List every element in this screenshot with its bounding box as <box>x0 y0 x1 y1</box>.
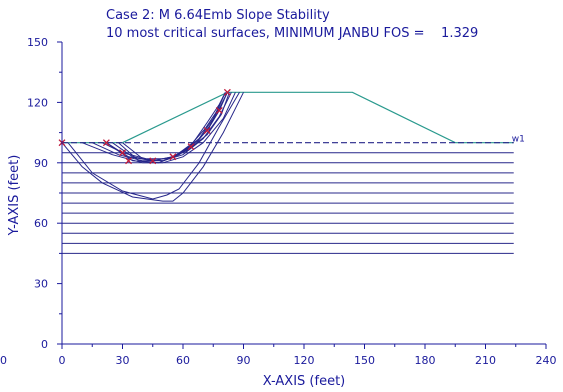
surface-marker <box>187 143 195 151</box>
y-tick-label: 60 <box>34 217 48 230</box>
failure-surface-7 <box>112 92 226 162</box>
x-tick-label: 0 <box>59 354 66 367</box>
soil-layers <box>62 152 514 254</box>
y-tick-label: 30 <box>34 278 48 291</box>
failure-surface-9 <box>106 96 224 164</box>
y-tick-label: 0 <box>41 338 48 351</box>
x-tick-label: 180 <box>415 354 436 367</box>
x-tick-label: 30 <box>116 354 130 367</box>
failure-surface-4 <box>92 92 232 162</box>
surface-marker <box>215 106 223 114</box>
chart-title: Case 2: M 6.64Emb Slope Stability <box>106 8 330 23</box>
surface-marker <box>169 153 177 161</box>
y-axis-label: Y-AXIS (feet) <box>7 155 22 237</box>
surface-marker <box>149 157 157 165</box>
chart-subtitle: 10 most critical surfaces, MINIMUM JANBU… <box>106 26 478 41</box>
failure-surface-1 <box>61 92 244 202</box>
surface-marker <box>203 127 211 135</box>
x-axis-label: X-AXIS (feet) <box>263 374 346 389</box>
water-table-label: w1 <box>512 135 525 145</box>
failure-surface-3 <box>82 92 236 164</box>
surface-markers <box>58 88 231 165</box>
failure-surfaces <box>61 92 244 202</box>
failure-surface-10 <box>118 92 226 164</box>
embankment-profile-line <box>62 91 514 144</box>
x-tick-label: 150 <box>354 354 375 367</box>
axes: 0 30 60 90 120 150 180 210 240 0 30 60 90 120 150 <box>27 36 557 367</box>
surface-marker <box>119 149 126 157</box>
surface-marker <box>125 157 133 165</box>
x-tick-label: 210 <box>475 354 496 367</box>
y-tick-label: 120 <box>27 96 48 109</box>
x-tick-label: 90 <box>237 354 251 367</box>
y-tick-label: 90 <box>34 157 48 170</box>
failure-surface-2 <box>67 92 240 200</box>
x-tick-label: 120 <box>294 354 315 367</box>
geometry-series: w1 <box>62 91 525 145</box>
x-tick-label: 240 <box>536 354 557 367</box>
surface-marker <box>223 88 231 96</box>
outside-zero-label: 0 <box>0 354 7 367</box>
x-tick-label: 60 <box>176 354 190 367</box>
surface-marker <box>102 139 110 147</box>
y-tick-label: 150 <box>27 36 48 49</box>
